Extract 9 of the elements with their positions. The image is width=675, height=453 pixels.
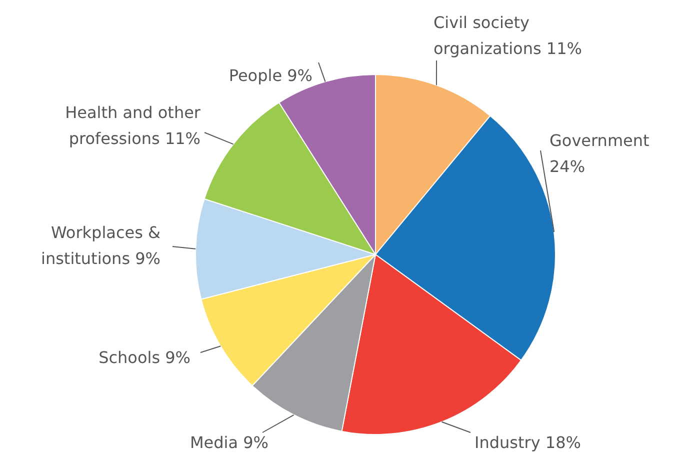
- slice-label: Schools 9%: [98, 348, 190, 367]
- slice-label: Media 9%: [190, 433, 269, 452]
- slice-label: Government: [550, 131, 650, 150]
- data-label: 24%: [550, 157, 586, 176]
- slice-label: Workplaces & institutions 9%: [40, 223, 161, 268]
- slice-label: Civil society organizations 11%: [434, 13, 582, 58]
- slice-label: People 9%: [228, 66, 312, 85]
- slice-label: Industry 18%: [474, 433, 581, 452]
- slice-label: Health and other professions 11%: [65, 103, 201, 148]
